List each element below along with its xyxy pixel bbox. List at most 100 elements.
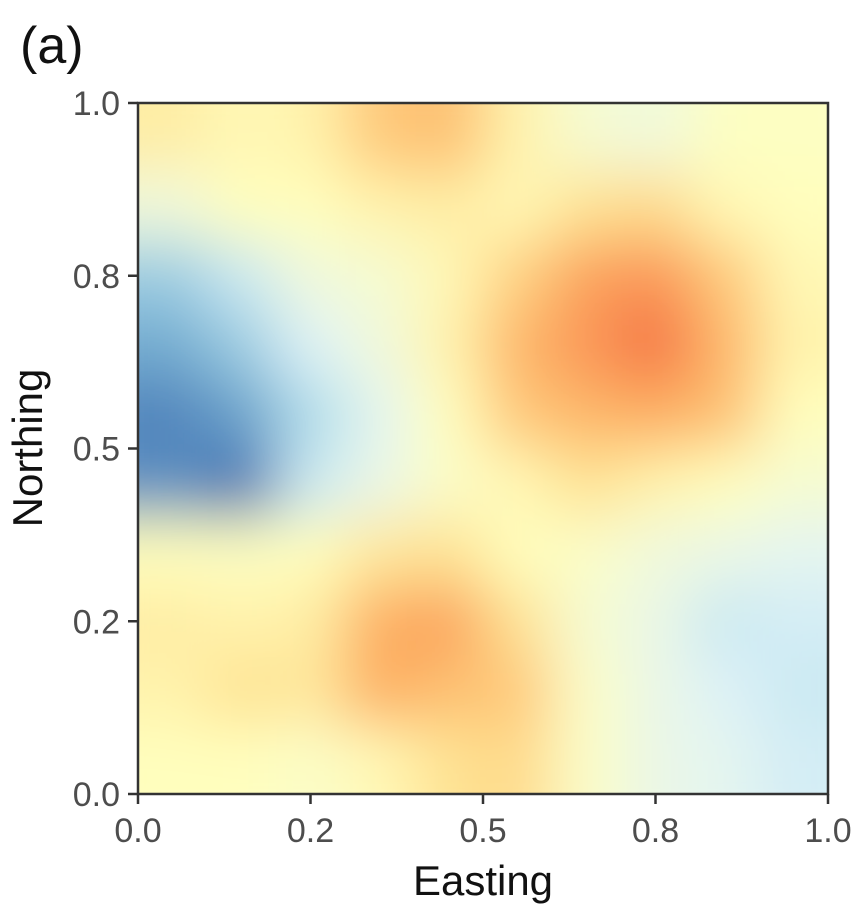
x-axis: 0.0 0.2 0.5 0.8 1.0 — [114, 794, 852, 850]
heatmap-cell — [138, 724, 208, 794]
heatmap-cell — [759, 655, 828, 726]
x-axis-title: Easting — [413, 857, 553, 904]
heatmap-cell — [345, 586, 415, 657]
heatmap-cell — [621, 310, 691, 381]
heatmap-cell — [414, 448, 484, 519]
heatmap-cell — [759, 448, 828, 519]
heatmap-cell — [759, 103, 828, 174]
heatmap-cell — [138, 448, 208, 519]
heatmap-cell — [621, 724, 691, 794]
heatmap-cell — [207, 517, 277, 588]
heatmap-cell — [552, 517, 622, 588]
heatmap-cell — [621, 172, 691, 243]
heatmap-cell — [276, 655, 346, 726]
x-tick-label: 0.2 — [287, 812, 334, 850]
heatmap-cell — [207, 241, 277, 312]
heatmap-cell — [276, 379, 346, 450]
panel-label: (a) — [20, 17, 84, 75]
heatmap-cell — [345, 310, 415, 381]
heatmap-cell — [759, 517, 828, 588]
heatmap-cell — [690, 310, 760, 381]
heatmap-cell — [138, 172, 208, 243]
heatmap-cell — [414, 517, 484, 588]
y-tick-label: 0.0 — [73, 776, 120, 814]
heatmap-cell — [207, 103, 277, 174]
heatmap-cell — [621, 241, 691, 312]
heatmap-cell — [345, 655, 415, 726]
heatmap-cell — [138, 379, 208, 450]
heatmap-cell — [552, 586, 622, 657]
heatmap-cell — [759, 724, 828, 794]
heatmap-cell — [483, 172, 553, 243]
heatmap-cell — [138, 310, 208, 381]
heatmap-cell — [276, 724, 346, 794]
heatmap-cell — [414, 310, 484, 381]
heatmap-cell — [759, 241, 828, 312]
heatmap-cell — [345, 241, 415, 312]
heatmap-cell — [690, 448, 760, 519]
heatmap-cell — [483, 655, 553, 726]
heatmap-cell — [552, 724, 622, 794]
heatmap-cell — [345, 724, 415, 794]
heatmap-cell — [414, 586, 484, 657]
heatmap-cell — [621, 103, 691, 174]
heatmap-cell — [690, 586, 760, 657]
heatmap-cell — [483, 241, 553, 312]
heatmap-cell — [759, 586, 828, 657]
heatmap-cell — [759, 172, 828, 243]
heatmap-cell — [552, 448, 622, 519]
heatmap-cell — [276, 517, 346, 588]
heatmap-cell — [552, 241, 622, 312]
heatmap-cell — [690, 655, 760, 726]
heatmap-cell — [276, 310, 346, 381]
x-tick-label: 0.5 — [459, 812, 506, 850]
heatmap-cell — [207, 310, 277, 381]
heatmap-cell — [690, 517, 760, 588]
heatmap-cell — [690, 724, 760, 794]
heatmap-cell — [138, 517, 208, 588]
heatmap-cell — [483, 724, 553, 794]
heatmap-cell — [414, 103, 484, 174]
heatmap-cell — [621, 586, 691, 657]
heatmap-cell — [207, 379, 277, 450]
heatmap-cell — [138, 103, 208, 174]
heatmap-cell — [690, 241, 760, 312]
heatmap-cell — [345, 517, 415, 588]
heatmap-cell — [276, 103, 346, 174]
heatmap-cell — [759, 310, 828, 381]
heatmap-cell — [621, 517, 691, 588]
heatmap-cell — [345, 172, 415, 243]
y-axis: 0.0 0.2 0.5 0.8 1.0 — [73, 85, 138, 814]
heatmap-cell — [345, 379, 415, 450]
heatmap-cell — [483, 103, 553, 174]
heatmap-cell — [552, 310, 622, 381]
heatmap-cell — [483, 379, 553, 450]
y-axis-title: Northing — [4, 369, 51, 528]
heatmap-cell — [345, 448, 415, 519]
heatmap-cell — [276, 586, 346, 657]
heatmap-cell — [276, 172, 346, 243]
heatmap-cell — [552, 103, 622, 174]
heatmap-field — [138, 103, 828, 794]
heatmap-cell — [414, 724, 484, 794]
heatmap-cell — [621, 379, 691, 450]
heatmap-cell — [483, 517, 553, 588]
heatmap-cell — [690, 103, 760, 174]
y-tick-label: 0.2 — [73, 603, 120, 641]
heatmap-cell — [276, 241, 346, 312]
heatmap-cell — [690, 172, 760, 243]
heatmap-cell — [414, 172, 484, 243]
heatmap-cell — [276, 448, 346, 519]
heatmap-cell — [345, 103, 415, 174]
heatmap-cell — [138, 655, 208, 726]
heatmap-cell — [552, 655, 622, 726]
heatmap-cell — [759, 379, 828, 450]
y-tick-label: 1.0 — [73, 85, 120, 123]
heatmap-cell — [138, 241, 208, 312]
heatmap-cell — [621, 655, 691, 726]
heatmap-cell — [138, 586, 208, 657]
heatmap-cell — [483, 448, 553, 519]
heatmap-cell — [483, 586, 553, 657]
heatmap-cell — [207, 655, 277, 726]
